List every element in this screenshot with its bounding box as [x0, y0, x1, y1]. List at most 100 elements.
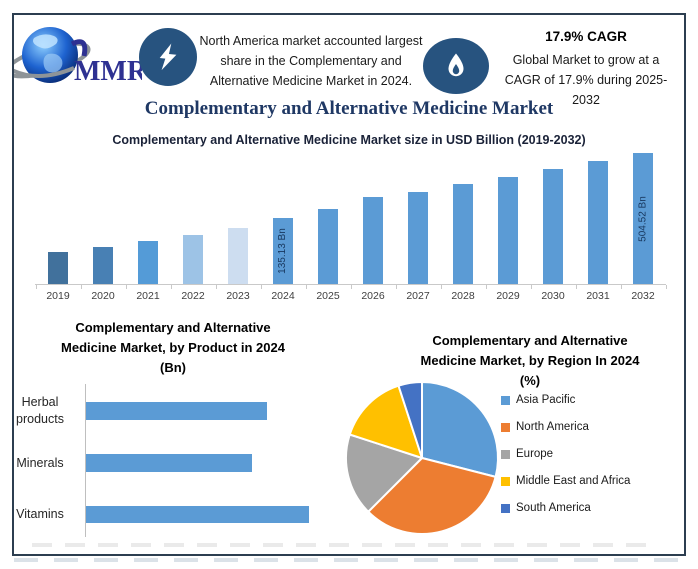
axis-tick: [125, 285, 127, 289]
bar-2019: [48, 252, 68, 284]
bar-2022: [183, 235, 203, 284]
axis-tick: [485, 285, 487, 289]
axis-tick: [395, 285, 397, 289]
legend-label: Europe: [516, 448, 554, 460]
bar-chart-baseline: [35, 284, 666, 285]
product-chart-axis: [85, 384, 86, 537]
year-label-2028: 2028: [451, 290, 475, 302]
bar-chart-title: Complementary and Alternative Medicine M…: [112, 133, 586, 147]
product-label-2: Vitamins: [16, 507, 64, 521]
region-chart-title: Complementary and Alternative Medicine M…: [380, 331, 680, 391]
cagr-line: Global Market to grow at a: [512, 53, 660, 67]
axis-tick: [665, 285, 667, 289]
year-label-2025: 2025: [316, 290, 340, 302]
cagr-block: 17.9% CAGR Global Market to grow at a CA…: [492, 29, 680, 110]
logo-text: MMR: [74, 56, 142, 87]
axis-tick: [260, 285, 262, 289]
bar-value-label-2032: 504.52 Bn: [637, 195, 648, 242]
legend-item-1: North America: [501, 420, 589, 434]
bar-2031: [588, 161, 608, 284]
axis-tick: [305, 285, 307, 289]
legend-swatch: [501, 422, 510, 432]
cagr-headline: 17.9% CAGR: [545, 29, 627, 44]
highlight-line: Alternative Medicine Market in 2024.: [209, 74, 413, 88]
pie-slice-1: [367, 457, 497, 535]
product-title-line: Medicine Market, by Product in 2024: [61, 340, 285, 355]
region-pie-chart: [345, 381, 499, 535]
axis-tick: [80, 285, 82, 289]
legend-swatch: [501, 476, 510, 486]
legend-swatch: [501, 395, 510, 405]
legend-item-4: South America: [501, 501, 591, 515]
globe-icon: [14, 27, 91, 83]
bar-2028: [453, 184, 473, 284]
year-label-2030: 2030: [541, 290, 565, 302]
bar-2024: [273, 218, 293, 284]
pie-slice-0: [421, 381, 499, 478]
legend-label: Asia Pacific: [516, 394, 576, 406]
pie-slice-2: [345, 433, 423, 513]
product-bar-2: [86, 506, 309, 523]
page-title: Complementary and Alternative Medicine M…: [144, 98, 554, 119]
year-label-2019: 2019: [46, 290, 70, 302]
legend-swatch: [501, 503, 510, 513]
year-label-2024: 2024: [271, 290, 295, 302]
axis-tick: [215, 285, 217, 289]
axis-tick: [530, 285, 532, 289]
year-label-2032: 2032: [631, 290, 655, 302]
legend-item-3: Middle East and Africa: [501, 474, 630, 488]
axis-tick: [575, 285, 577, 289]
flame-icon: [423, 38, 489, 94]
product-title-line: (Bn): [160, 360, 186, 375]
axis-tick: [620, 285, 622, 289]
year-label-2026: 2026: [361, 290, 385, 302]
bar-2021: [138, 241, 158, 284]
axis-tick: [170, 285, 172, 289]
product-chart-title: Complementary and Alternative Medicine M…: [30, 318, 316, 378]
bar-2025: [318, 209, 338, 284]
legend-label: South America: [516, 502, 591, 514]
cagr-line: CAGR of 17.9% during 2025-: [504, 73, 668, 87]
bar-2030: [543, 169, 563, 284]
highlight-line: North America market accounted largest: [199, 34, 423, 48]
pie-slice-4: [397, 381, 423, 459]
legend-label: Middle East and Africa: [516, 475, 631, 487]
flame-glyph: [448, 53, 464, 77]
bar-2029: [498, 177, 518, 284]
logo-swoosh: [70, 39, 88, 57]
year-label-2027: 2027: [406, 290, 430, 302]
product-label-1: Minerals: [16, 455, 64, 470]
year-label-2021: 2021: [136, 290, 160, 302]
bar-2026: [363, 197, 383, 284]
axis-tick: [35, 285, 37, 289]
year-label-2031: 2031: [586, 290, 610, 302]
legend-item-0: Asia Pacific: [501, 393, 575, 407]
watermark-line: [14, 558, 682, 562]
highlight-line: share in the Complementary and: [220, 54, 402, 68]
bar-2027: [408, 192, 428, 284]
legend-swatch: [501, 449, 510, 459]
legend-label: North America: [516, 421, 589, 433]
year-label-2029: 2029: [496, 290, 520, 302]
product-label-0: Herbal products: [16, 395, 64, 426]
bar-2023: [228, 228, 248, 284]
region-title-line: (%): [519, 373, 541, 388]
axis-tick: [350, 285, 352, 289]
axis-tick: [440, 285, 442, 289]
cagr-line: 2032: [572, 93, 600, 107]
year-label-2023: 2023: [226, 290, 250, 302]
bar-value-label-2024: 135.13 Bn: [277, 228, 288, 274]
year-label-2022: 2022: [181, 290, 205, 302]
legend-item-2: Europe: [501, 447, 553, 461]
highlight-text: North America market accounted largest s…: [193, 31, 429, 91]
lightning-icon: [139, 28, 197, 86]
product-bar-0: [86, 402, 267, 420]
region-title-line: Complementary and Alternative: [432, 333, 628, 348]
mmr-logo: MMR: [14, 27, 142, 87]
product-title-line: Complementary and Alternative: [75, 320, 271, 335]
lightning-bolt-glyph: [159, 43, 177, 71]
year-label-2020: 2020: [91, 290, 115, 302]
bar-2032: [633, 153, 653, 284]
product-bar-1: [86, 454, 252, 472]
